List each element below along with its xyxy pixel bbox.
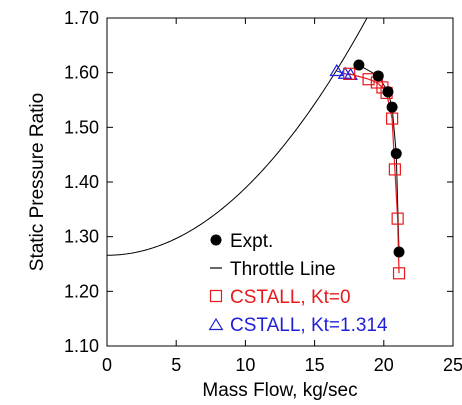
x-tick-label: 10 (235, 355, 255, 375)
y-tick-label: 1.40 (64, 172, 99, 192)
legend-square-icon (209, 289, 223, 303)
expt-point (372, 70, 384, 82)
expt-point (390, 148, 402, 160)
x-tick-label: 15 (305, 355, 325, 375)
y-tick-label: 1.30 (64, 227, 99, 247)
cstall-kt0-point (388, 163, 401, 176)
cstall-kt0-point (391, 212, 404, 225)
legend: Expt. Throttle Line CSTALL, Kt=0 CSTALL, Kt… (208, 231, 388, 336)
cstall-kt0-point (392, 267, 406, 280)
legend-label: CSTALL, Kt=1.314 (230, 315, 388, 336)
x-axis-label: Mass Flow, kg/sec (202, 380, 357, 401)
legend-cstall-kt1314: CSTALL, Kt=1.314 (208, 315, 388, 336)
cstall-kt1314-point (337, 66, 353, 79)
x-tick-label: 20 (374, 355, 394, 375)
legend-label: Throttle Line (230, 259, 336, 280)
legend-label: CSTALL, Kt=0 (230, 287, 351, 308)
x-tick-label: 5 (171, 355, 181, 375)
y-tick-label: 1.10 (64, 336, 99, 356)
x-tick-label: 0 (102, 355, 112, 375)
plot-markers (329, 59, 406, 280)
y-axis-label: Static Pressure Ratio (27, 93, 48, 271)
cstall-kt0-point (386, 112, 399, 125)
y-tick-label: 1.20 (64, 281, 99, 301)
y-axis: 1.10 1.20 1.30 1.40 1.50 1.60 1.70 (64, 8, 453, 356)
y-tick-label: 1.60 (64, 63, 99, 83)
x-tick-label: 25 (443, 355, 462, 375)
legend-throttle-line: Throttle Line (210, 259, 336, 280)
x-axis: 0 5 10 15 20 25 (102, 18, 462, 375)
legend-cstall-kt0: CSTALL, Kt=0 (209, 287, 351, 308)
expt-point (386, 101, 398, 113)
cstall-kt0-point (343, 67, 356, 80)
expt-point (393, 246, 405, 258)
expt-point (382, 86, 394, 98)
y-tick-label: 1.50 (64, 117, 99, 137)
legend-expt-icon (210, 234, 222, 246)
legend-label: Expt. (230, 231, 273, 252)
throttle-line (107, 18, 368, 256)
expt-point (353, 59, 365, 71)
y-tick-label: 1.70 (64, 8, 99, 28)
legend-triangle-icon (208, 317, 224, 331)
legend-expt: Expt. (210, 231, 273, 252)
cstall-kt1314-point (329, 63, 345, 77)
